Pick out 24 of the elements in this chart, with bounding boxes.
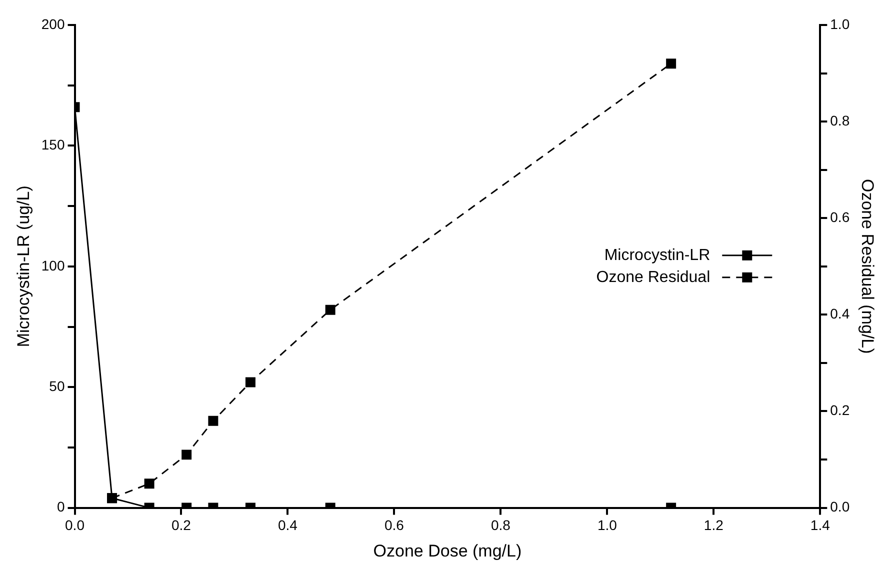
x-tick-label: 0.8 xyxy=(490,517,511,534)
x-tick-label: 0.4 xyxy=(278,517,298,534)
y-tick-label: 100 xyxy=(41,257,65,274)
y2-tick-label: 0.8 xyxy=(830,112,850,128)
y2-tick-label: 1.0 xyxy=(830,16,850,32)
y-tick-label: 150 xyxy=(41,136,65,153)
y2-tick-label: 0.0 xyxy=(830,498,850,515)
y2-tick-label: 0.2 xyxy=(830,402,850,418)
legend-label: Microcystin-LR xyxy=(604,246,710,264)
x-tick-label: 0.2 xyxy=(172,517,192,534)
x-axis-title: Ozone Dose (mg/L) xyxy=(373,541,522,560)
x-tick-label: 1.0 xyxy=(597,517,618,534)
y2-tick-label: 0.6 xyxy=(830,208,850,225)
x-tick-label: 0.0 xyxy=(65,517,85,534)
legend-label: Ozone Residual xyxy=(596,268,710,286)
y-tick-label: 50 xyxy=(49,378,65,394)
x-tick-label: 0.6 xyxy=(384,517,404,534)
x-tick-label: 1.2 xyxy=(704,517,724,534)
y-tick-label: 0 xyxy=(56,498,65,515)
y-axis-title: Microcystin-LR (ug/L) xyxy=(14,186,33,348)
y2-axis-title: Ozone Residual (mg/L) xyxy=(858,178,878,354)
x-tick-label: 1.4 xyxy=(810,517,830,534)
y-tick-label: 200 xyxy=(41,16,65,32)
y2-tick-label: 0.4 xyxy=(830,306,850,322)
